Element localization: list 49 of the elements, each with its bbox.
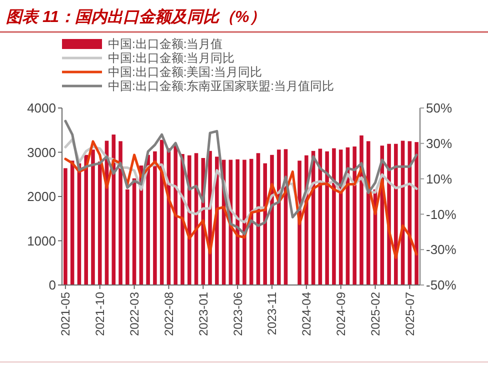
x-tick-label: 2023-11 bbox=[265, 292, 280, 336]
bar bbox=[352, 146, 356, 285]
x-tick-label: 2023-06 bbox=[230, 292, 245, 336]
y-tick-label: 3000 bbox=[27, 144, 56, 160]
bar bbox=[366, 141, 370, 285]
x-tick-label: 2022-03 bbox=[127, 292, 142, 336]
legend-label: 中国:出口金额:美国:当月同比 bbox=[108, 65, 262, 80]
bar bbox=[153, 151, 157, 285]
y-tick-label: 1000 bbox=[27, 233, 56, 248]
legend-label: 中国:出口金额:东南亚国家联盟:当月值同比 bbox=[108, 79, 334, 94]
y2-tick-label: 50% bbox=[426, 100, 452, 116]
bar bbox=[98, 162, 102, 285]
y2-tick-label: -50% bbox=[426, 278, 457, 293]
bar bbox=[325, 151, 329, 285]
bar bbox=[112, 134, 116, 285]
y-tick-label: 0 bbox=[48, 278, 56, 293]
bar bbox=[70, 160, 74, 285]
legend-label: 中国:出口金额:当月同比 bbox=[108, 51, 235, 66]
y2-tick-label: -10% bbox=[426, 206, 457, 222]
bar bbox=[236, 159, 240, 285]
x-tick-label: 2023-01 bbox=[196, 292, 210, 336]
bar bbox=[174, 144, 178, 285]
x-tick-label: 2021-10 bbox=[93, 292, 108, 336]
y-tick-label: 4000 bbox=[27, 100, 56, 116]
x-tick-label: 2025-07 bbox=[402, 292, 417, 336]
x-tick-label: 2024-09 bbox=[334, 292, 348, 336]
x-tick-label: 2024-04 bbox=[300, 292, 314, 336]
bar bbox=[332, 148, 336, 285]
y2-tick-label: 30% bbox=[426, 136, 452, 151]
bar bbox=[146, 154, 150, 285]
line-series bbox=[64, 120, 418, 236]
bar bbox=[126, 189, 130, 285]
bar bbox=[276, 150, 281, 285]
line-series bbox=[64, 140, 418, 259]
bar bbox=[414, 142, 418, 285]
bar bbox=[360, 135, 364, 285]
x-tick-label: 2022-08 bbox=[162, 292, 176, 336]
x-tick-label: 2025-02 bbox=[368, 292, 382, 336]
y2-tick-label: -30% bbox=[426, 242, 457, 258]
y-tick-label: 2000 bbox=[27, 189, 56, 204]
x-tick-label: 2021-05 bbox=[58, 292, 73, 336]
bar bbox=[84, 154, 88, 285]
bar bbox=[242, 160, 246, 285]
bar bbox=[118, 141, 122, 285]
chart-title: 图表 11：国内出口金额及同比（%） bbox=[6, 8, 266, 26]
legend-label: 中国:出口金额:当月值 bbox=[108, 37, 223, 52]
bar bbox=[64, 168, 68, 285]
y2-tick-label: 10% bbox=[426, 171, 452, 186]
bar bbox=[91, 150, 95, 285]
